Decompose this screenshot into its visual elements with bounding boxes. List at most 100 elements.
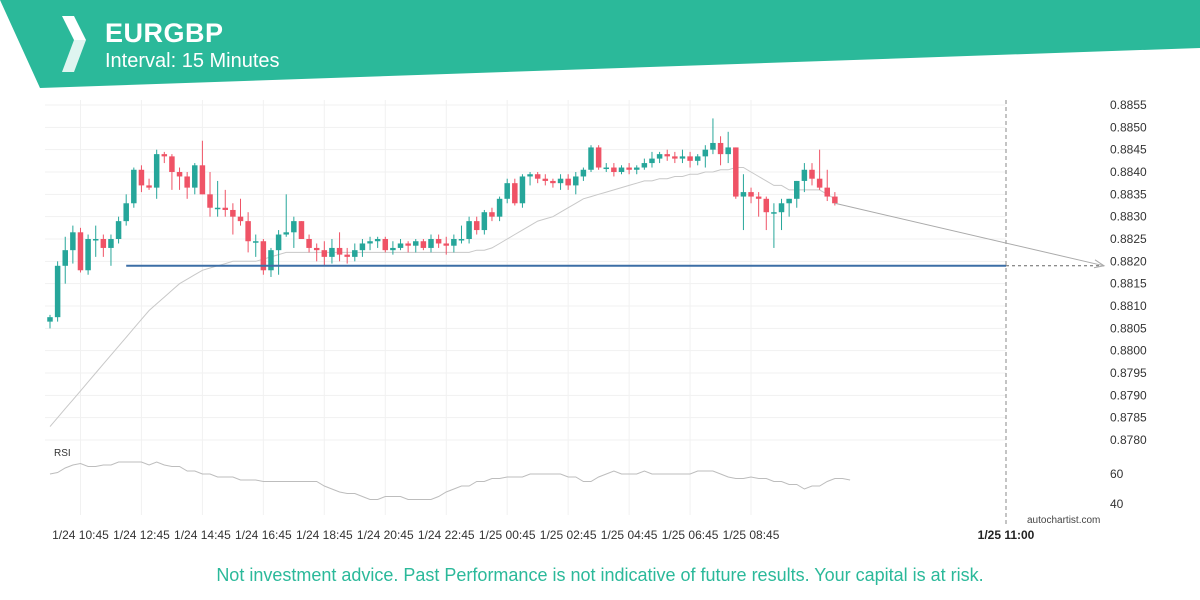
candle-body [816, 178, 823, 188]
forecast-time-label: 1/25 11:00 [978, 528, 1035, 542]
price-tick-label: 0.8790 [1110, 388, 1147, 402]
candle-body [85, 239, 91, 271]
candle-body [138, 169, 145, 186]
candle-body [260, 241, 267, 271]
candle-body [169, 156, 175, 172]
candle [222, 189, 229, 217]
candle [771, 203, 777, 248]
candle [733, 147, 739, 199]
candle-body [473, 221, 480, 231]
time-tick-label: 1/25 08:45 [723, 528, 780, 542]
rsi-line [49, 461, 851, 500]
candle [580, 167, 587, 181]
candle-body [595, 147, 602, 168]
candle-body [222, 207, 229, 210]
candle [801, 163, 808, 193]
candle-body [740, 192, 747, 197]
price-tick-label: 0.8830 [1110, 210, 1147, 224]
price-tick-label: 0.8845 [1110, 143, 1147, 157]
candle-body [344, 254, 350, 257]
candle [694, 154, 701, 166]
candle-body [580, 169, 587, 177]
candle-body [413, 241, 419, 246]
price-axis: 0.8855 0.8850 0.8845 0.8840 0.8835 0.8830 0.88… [1110, 98, 1147, 447]
candle-body [321, 250, 328, 257]
candle [275, 230, 282, 275]
candle [169, 154, 175, 190]
candle-body [702, 149, 709, 157]
candle-body [336, 247, 343, 255]
candle-body [54, 265, 61, 318]
price-tick-label: 0.8855 [1110, 98, 1147, 112]
price-tick-label: 0.8835 [1110, 187, 1147, 201]
candle-body [656, 154, 663, 159]
price-tick-label: 0.8805 [1110, 321, 1147, 335]
candle [70, 225, 76, 264]
candle [252, 234, 259, 257]
candle-body [534, 174, 541, 179]
candle [161, 151, 168, 164]
candle-body [633, 167, 640, 170]
candle [687, 151, 693, 168]
candle-body [824, 187, 830, 197]
candle [382, 236, 389, 253]
symbol-title: EURGBP [105, 18, 224, 48]
candle-body [733, 147, 739, 197]
candle [374, 236, 381, 248]
candle-body [557, 178, 564, 184]
candle-body [527, 174, 533, 177]
candle-body [679, 156, 686, 159]
candle [435, 234, 442, 248]
candle-body [420, 241, 427, 248]
candle [230, 203, 236, 235]
candle-body [626, 167, 632, 170]
candle-body [694, 156, 701, 161]
candle [47, 314, 53, 329]
candle-body [252, 241, 259, 243]
candle [824, 169, 830, 202]
candle [611, 163, 617, 177]
candle-body [801, 169, 808, 181]
candle [656, 151, 663, 164]
candle [626, 163, 632, 175]
candle [672, 151, 678, 164]
candle-body [108, 239, 114, 248]
candle [92, 225, 99, 257]
candle-body [268, 250, 274, 271]
candle [192, 163, 198, 195]
candle [291, 216, 297, 248]
time-tick-label: 1/24 16:45 [235, 528, 292, 542]
candle [184, 172, 190, 199]
candle-body [329, 247, 335, 257]
candle [595, 145, 602, 170]
candle [313, 243, 320, 262]
price-tick-label: 0.8795 [1110, 366, 1147, 380]
candle-body [298, 221, 305, 239]
candle-body [146, 185, 152, 188]
price-tick-label: 0.8810 [1110, 299, 1147, 313]
candle [85, 234, 91, 275]
time-tick-label: 1/24 18:45 [296, 528, 353, 542]
candle-body [123, 203, 129, 222]
time-tick-label: 1/24 10:45 [52, 528, 109, 542]
candle [702, 145, 709, 168]
candle-body [755, 196, 762, 199]
candle-body [832, 196, 838, 204]
candle [618, 165, 625, 175]
candle-body [550, 180, 556, 184]
candle [260, 239, 267, 275]
candle [740, 174, 747, 231]
watermark: autochartist.com [1027, 515, 1101, 526]
candle [473, 216, 480, 235]
candle [352, 243, 358, 262]
candle [397, 239, 404, 251]
candle-body [275, 234, 282, 251]
candle-body [382, 239, 389, 251]
candle [550, 178, 556, 188]
candle-body [603, 167, 610, 170]
candle [146, 178, 152, 190]
candle-body [481, 212, 488, 231]
forecast-arrow-head [1093, 259, 1106, 269]
moving-average-line [49, 167, 836, 427]
candle-body [809, 169, 815, 179]
